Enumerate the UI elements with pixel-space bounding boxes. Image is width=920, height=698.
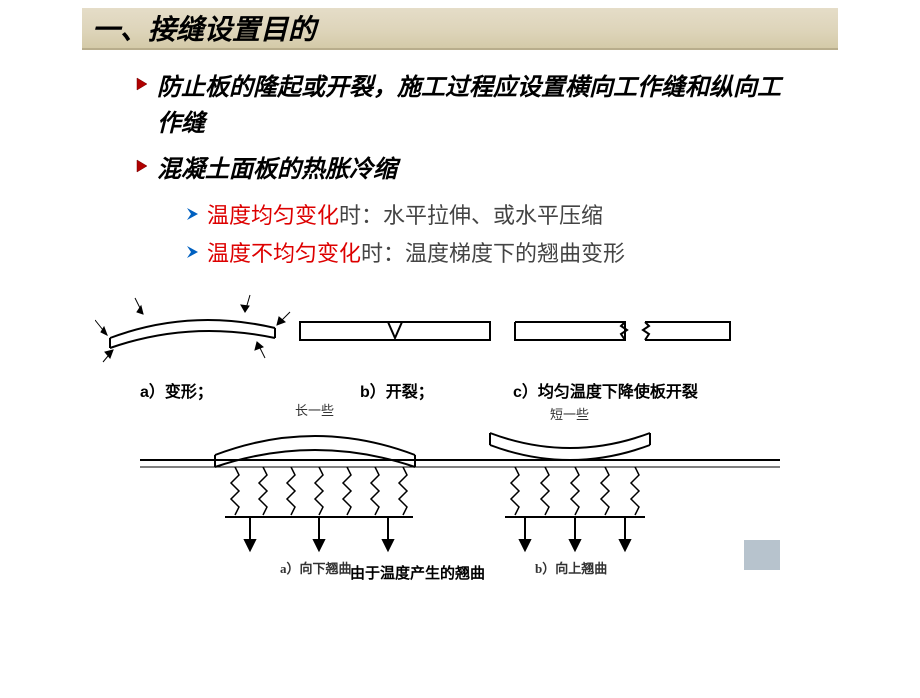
- sub-1-red: 温度均匀变化: [207, 203, 339, 228]
- sub-bullet-1-text: 温度均匀变化时：水平拉伸、或水平压缩: [207, 198, 603, 230]
- section-title: 一、接缝设置目的: [92, 8, 316, 48]
- sub-2-rest: 时：温度梯度下的翘曲变形: [361, 241, 625, 266]
- label-a: a）变形；: [140, 378, 213, 402]
- row1-svg: [95, 290, 825, 370]
- diagrams-area: a）变形； b）开裂； c）均匀温度下降使板开裂: [0, 290, 920, 570]
- diagram-b: [300, 322, 490, 340]
- label-b: b）开裂；: [360, 378, 434, 402]
- diagram-a: [95, 295, 290, 362]
- label-row2-b: b）向上翘曲: [535, 558, 607, 577]
- sub-1-rest: 时：水平拉伸、或水平压缩: [339, 203, 603, 228]
- row2-svg: [140, 405, 780, 580]
- chevron-bullet-icon: [185, 244, 201, 260]
- diagram-left-convex: [215, 436, 415, 550]
- label-row2-a: a）向下翘曲: [280, 558, 352, 577]
- content-area: 防止板的隆起或开裂，施工过程应设置横向工作缝和纵向工作缝 混凝土面板的热胀冷缩 …: [0, 70, 920, 268]
- diagram-row-1: a）变形； b）开裂； c）均匀温度下降使板开裂: [95, 290, 825, 400]
- title-bar: 一、接缝设置目的: [82, 8, 838, 50]
- bullet-2: 混凝土面板的热胀冷缩: [135, 152, 785, 188]
- label-long: 长一些: [295, 400, 334, 419]
- chevron-bullet-icon: [185, 206, 201, 222]
- sub-2-red: 温度不均匀变化: [207, 241, 361, 266]
- label-c: c）均匀温度下降使板开裂: [513, 378, 698, 402]
- grey-corner-box: [744, 540, 780, 570]
- arrow-bullet-icon: [135, 76, 151, 92]
- bullet-1: 防止板的隆起或开裂，施工过程应设置横向工作缝和纵向工作缝: [135, 70, 785, 142]
- bullet-1-text: 防止板的隆起或开裂，施工过程应设置横向工作缝和纵向工作缝: [157, 70, 785, 142]
- caption-warp: 由于温度产生的翘曲: [350, 562, 485, 583]
- bullet-2-text: 混凝土面板的热胀冷缩: [157, 152, 397, 188]
- sub-bullet-2-text: 温度不均匀变化时：温度梯度下的翘曲变形: [207, 236, 625, 268]
- sub-bullet-1: 温度均匀变化时：水平拉伸、或水平压缩: [185, 198, 785, 230]
- diagram-right-concave: [490, 433, 650, 550]
- arrow-bullet-icon: [135, 158, 151, 174]
- label-short: 短一些: [550, 404, 589, 423]
- sub-bullet-2: 温度不均匀变化时：温度梯度下的翘曲变形: [185, 236, 785, 268]
- diagram-c: [515, 322, 730, 340]
- diagram-row-2: 长一些 短一些 a）向下翘曲 b）向上翘曲 由于温度产生的翘曲: [140, 400, 780, 570]
